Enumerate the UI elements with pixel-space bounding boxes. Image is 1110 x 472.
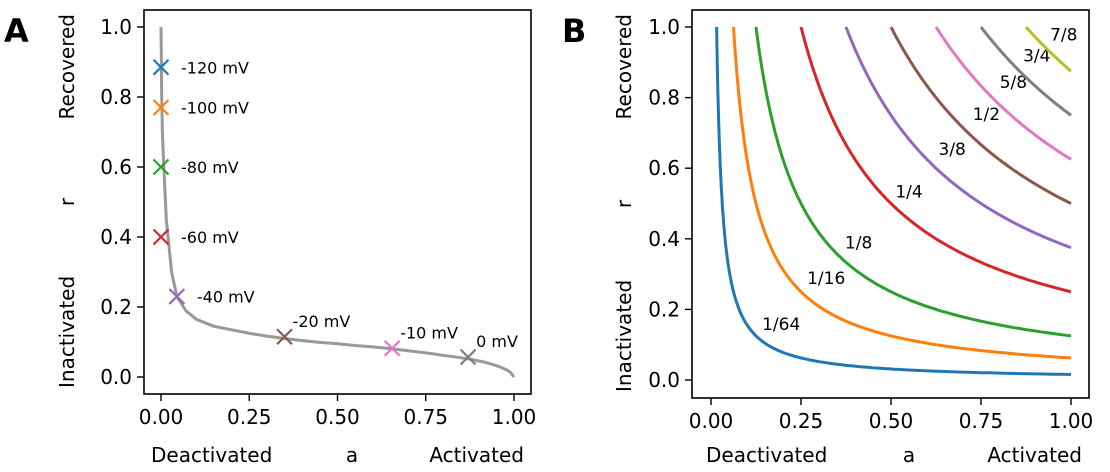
isocurve-line bbox=[979, 26, 1072, 117]
isocurve-label: 3/4 bbox=[1023, 47, 1050, 67]
isocurve-line bbox=[934, 26, 1072, 161]
panel-a-ylabel-bottom: Inactivated bbox=[55, 276, 79, 388]
isocurve-label-bg bbox=[997, 71, 1030, 94]
voltage-marker bbox=[276, 328, 293, 346]
panel-b-letter: B bbox=[562, 12, 586, 50]
panel-a-letter: A bbox=[4, 12, 29, 50]
panel-a: A 0.00 0.25 0.50 0.75 1.00 0.0 0.2 0.4 0.6 0.8 1.0… bbox=[4, 9, 536, 467]
panel-a-ticks: 0.00 0.25 0.50 0.75 1.00 0.0 0.2 0.4 0.6 0.8 1.0 bbox=[100, 15, 536, 429]
isocurve-line bbox=[715, 26, 1072, 376]
isocurve-label-bg bbox=[970, 102, 1003, 125]
panel-b-xtick-label: 0.50 bbox=[869, 409, 914, 433]
panel-b-xlabel-right: Activated bbox=[987, 443, 1082, 467]
panel-b-ylabel-mid: r bbox=[612, 199, 636, 208]
voltage-marker bbox=[152, 158, 170, 176]
panel-b-ylabel-bottom: Inactivated bbox=[612, 280, 636, 392]
isocurve-label: 1/8 bbox=[845, 234, 872, 254]
panel-a-xtick-label: 0.50 bbox=[315, 405, 360, 429]
inactivation-curve bbox=[159, 26, 516, 378]
isocurve-label: 1/4 bbox=[895, 182, 922, 202]
voltage-marker bbox=[152, 58, 170, 76]
isocurve-label-bg bbox=[842, 231, 875, 254]
voltage-marker bbox=[459, 348, 477, 366]
isocurve-line bbox=[799, 26, 1072, 294]
voltage-label: -80 mV bbox=[181, 158, 239, 177]
isocurve-label: 3/8 bbox=[939, 140, 966, 160]
panel-a-xlabel-left: Deactivated bbox=[151, 443, 272, 467]
voltage-marker bbox=[152, 99, 170, 116]
panel-a-xtick-label: 1.00 bbox=[492, 405, 537, 429]
panel-b-ytick-label: 1.0 bbox=[648, 15, 680, 39]
panel-b-frame bbox=[691, 9, 1090, 399]
panel-a-ytick-label: 0.4 bbox=[100, 225, 132, 249]
isocurve-label-bg bbox=[1021, 44, 1053, 67]
voltage-label: -120 mV bbox=[181, 58, 249, 77]
panel-a-xtick-label: 0.75 bbox=[403, 405, 448, 429]
voltage-marker bbox=[152, 228, 170, 246]
panel-b-ytick-label: 0.2 bbox=[648, 297, 680, 321]
isocurve-line bbox=[754, 26, 1072, 338]
voltage-label: -10 mV bbox=[400, 323, 458, 342]
panel-b-ylabel-top: Recovered bbox=[612, 14, 636, 119]
isocurve-label: 7/8 bbox=[1050, 25, 1077, 45]
voltage-label: -100 mV bbox=[181, 99, 249, 118]
panel-a-ylabel-mid: r bbox=[55, 197, 79, 206]
isocurve-line bbox=[844, 26, 1072, 250]
isocurve-label-bg bbox=[936, 138, 968, 161]
isocurve-line bbox=[732, 26, 1072, 360]
panel-b-ytick-label: 0.4 bbox=[648, 227, 680, 251]
isocurve-label-bg bbox=[760, 312, 803, 335]
panel-a-ylabel-top: Recovered bbox=[55, 14, 79, 119]
panel-b-xtick-label: 0.75 bbox=[959, 409, 1004, 433]
voltage-label: -60 mV bbox=[181, 228, 239, 247]
panel-a-ytick-label: 1.0 bbox=[100, 15, 132, 39]
panel-b-xtick-label: 0.00 bbox=[689, 409, 734, 433]
voltage-label: 0 mV bbox=[476, 332, 518, 351]
panel-b-xtick-label: 1.00 bbox=[1049, 409, 1094, 433]
panel-a-xtick-label: 0.00 bbox=[139, 405, 184, 429]
panel-a-ytick-label: 0.8 bbox=[100, 85, 132, 109]
panel-b: B 0.00 0.25 0.50 0.75 1.00 0.0 0.2 0.4 0.6 0.8 1.0… bbox=[562, 9, 1093, 467]
isocurve-label-bg bbox=[805, 266, 848, 289]
isocurve-label-bg bbox=[893, 180, 925, 203]
isocurve-label: 1/64 bbox=[762, 315, 800, 335]
panel-a-plot: -120 mV -100 mV -80 mV -60 mV -40 mV -20 mV -1… bbox=[152, 26, 518, 378]
panel-b-ticks: 0.00 0.25 0.50 0.75 1.00 0.0 0.2 0.4 0.6 0.8 1.0 bbox=[648, 15, 1093, 433]
isocurve-line bbox=[889, 26, 1072, 205]
isocurve-label: 1/16 bbox=[807, 269, 845, 289]
voltage-label: -20 mV bbox=[293, 312, 351, 331]
panel-a-xlabel-right: Activated bbox=[429, 443, 524, 467]
panel-b-ytick-label: 0.8 bbox=[648, 86, 680, 110]
panel-a-xtick-label: 0.25 bbox=[227, 405, 272, 429]
panel-b-plot: 1/64 1/161/8 1/4 3/8 1/25/8 3/47/8 bbox=[715, 23, 1080, 376]
voltage-marker bbox=[168, 288, 186, 305]
panel-b-xlabel-left: Deactivated bbox=[706, 443, 827, 467]
isocurve-label: 5/8 bbox=[1000, 73, 1027, 93]
isocurve-line bbox=[1024, 25, 1073, 73]
voltage-marker bbox=[383, 340, 401, 357]
panel-a-xlabel-mid: a bbox=[346, 443, 358, 467]
panel-b-ytick-label: 0.0 bbox=[648, 368, 680, 392]
isocurve-label-bg bbox=[1048, 23, 1080, 46]
panel-b-xlabel-mid: a bbox=[903, 443, 915, 467]
panel-b-xtick-label: 0.25 bbox=[779, 409, 824, 433]
panel-b-ytick-label: 0.6 bbox=[648, 156, 680, 180]
panel-a-ytick-label: 0.2 bbox=[100, 295, 132, 319]
panel-a-frame bbox=[143, 9, 532, 395]
panel-a-ytick-label: 0.6 bbox=[100, 155, 132, 179]
voltage-label: -40 mV bbox=[197, 288, 255, 307]
isocurve-label: 1/2 bbox=[973, 105, 1000, 125]
panel-a-ytick-label: 0.0 bbox=[100, 365, 132, 389]
